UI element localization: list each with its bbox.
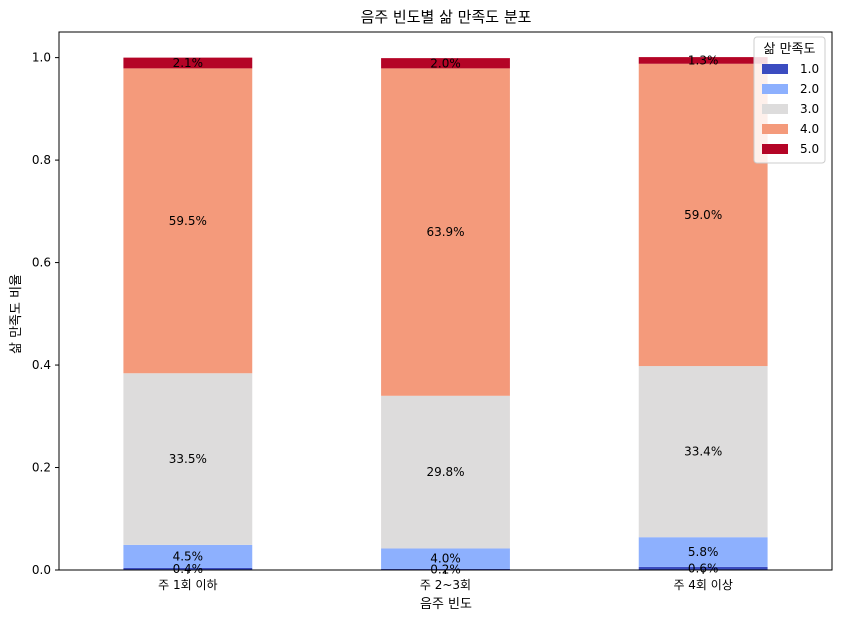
legend-label: 4.0: [800, 122, 819, 136]
data-label: 0.2%: [430, 562, 461, 576]
bar-segment: [123, 373, 253, 545]
legend-swatch: [762, 144, 788, 154]
bar-segment: [638, 63, 768, 367]
data-label: 1.3%: [688, 53, 719, 67]
bar-segment: [123, 57, 253, 69]
bar-segment: [381, 568, 510, 570]
y-tick-label: 0.6: [32, 256, 51, 270]
legend-swatch: [762, 104, 788, 114]
bar-segment: [381, 395, 510, 549]
x-tick-label: 주 2~3회: [420, 578, 471, 592]
data-label: 2.1%: [173, 56, 204, 70]
axes-group: 0.0 0.2 0.4 0.6 0.8 1.0 주 1회 이하 주 2~3회 주 4회 이상: [32, 31, 833, 592]
data-label: 33.5%: [169, 452, 207, 466]
bar-segment: [381, 68, 510, 396]
legend-title: 삶 만족도: [764, 42, 816, 57]
bar-segment: [381, 58, 510, 69]
data-label: 0.6%: [688, 561, 719, 575]
bars-group: [123, 57, 768, 570]
bar-segment: [638, 566, 768, 570]
y-tick-label: 0.0: [32, 563, 51, 577]
data-label: 59.0%: [684, 208, 722, 222]
bar-segment: [638, 57, 768, 64]
x-tick-label: 주 1회 이하: [158, 578, 217, 592]
x-axis-label: 음주 빈도: [420, 597, 472, 612]
bar-segment: [123, 544, 253, 568]
data-label: 4.0%: [430, 552, 461, 566]
y-tick-label: 0.8: [32, 153, 51, 167]
x-tick-label: 주 4회 이상: [673, 578, 732, 592]
bar-segment: [638, 537, 768, 567]
legend-swatch: [762, 124, 788, 134]
data-label: 33.4%: [684, 445, 722, 459]
data-label: 63.9%: [426, 225, 464, 239]
bar-segment: [381, 548, 510, 569]
data-label: 29.8%: [426, 465, 464, 479]
y-tick-label: 0.2: [32, 461, 51, 475]
legend: 삶 만족도 1.0 2.0 3.0 4.0 5.0: [753, 36, 826, 164]
bar-segment: [123, 567, 253, 570]
y-tick-label: 1.0: [32, 51, 51, 65]
legend-label: 3.0: [800, 102, 819, 116]
legend-label: 2.0: [800, 82, 819, 96]
legend-swatch: [762, 84, 788, 94]
data-label: 59.5%: [169, 214, 207, 228]
legend-label: 1.0: [800, 62, 819, 76]
chart-title: 음주 빈도별 삶 만족도 분포: [361, 8, 532, 26]
legend-label: 5.0: [800, 142, 819, 156]
data-label: 0.4%: [173, 562, 204, 576]
bar-segment: [638, 366, 768, 538]
y-tick-label: 0.4: [32, 358, 51, 372]
data-label: 2.0%: [430, 56, 461, 70]
data-label: 5.8%: [688, 545, 719, 559]
bar-segment: [123, 68, 253, 374]
legend-swatch: [762, 64, 788, 74]
data-label: 4.5%: [173, 549, 204, 563]
y-axis-label: 삶 만족도 비율: [9, 274, 24, 354]
data-labels-group: 0.4%4.5% 33.5% 59.5% 2.1% 0.2%4.0% 29.8% 63.9%…: [169, 53, 722, 576]
